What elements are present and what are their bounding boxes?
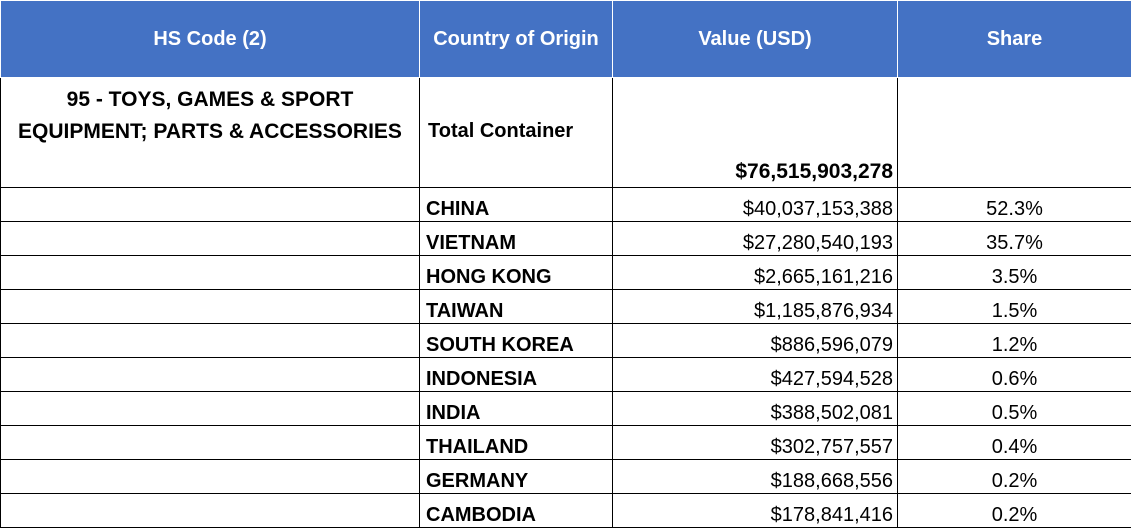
value-cell[interactable]: $1,185,876,934: [612, 289, 898, 324]
country-cell[interactable]: GERMANY: [419, 459, 613, 494]
share-cell[interactable]: 3.5%: [897, 255, 1131, 290]
value-cell[interactable]: $27,280,540,193: [612, 221, 898, 256]
share-cell[interactable]: 1.2%: [897, 323, 1131, 358]
value-cell[interactable]: $178,841,416: [612, 493, 898, 528]
value-cell[interactable]: $427,594,528: [612, 357, 898, 392]
table-row: VIETNAM $27,280,540,193 35.7%: [0, 221, 1131, 256]
table-row: THAILAND $302,757,557 0.4%: [0, 425, 1131, 460]
hs-code-empty-cell[interactable]: [0, 425, 420, 460]
share-cell[interactable]: 0.2%: [897, 459, 1131, 494]
table-row: TAIWAN $1,185,876,934 1.5%: [0, 289, 1131, 324]
table-row: INDONESIA $427,594,528 0.6%: [0, 357, 1131, 392]
share-cell[interactable]: 0.5%: [897, 391, 1131, 426]
country-cell[interactable]: VIETNAM: [419, 221, 613, 256]
hs-code-empty-cell[interactable]: [0, 187, 420, 222]
country-cell[interactable]: TAIWAN: [419, 289, 613, 324]
share-cell[interactable]: 0.2%: [897, 493, 1131, 528]
summary-row: 95 - TOYS, GAMES & SPORT EQUIPMENT; PART…: [0, 77, 1131, 188]
country-cell[interactable]: CHINA: [419, 187, 613, 222]
hs-code-empty-cell[interactable]: [0, 459, 420, 494]
total-container-value[interactable]: $76,515,903,278: [612, 77, 898, 188]
table-row: INDIA $388,502,081 0.5%: [0, 391, 1131, 426]
value-cell[interactable]: $302,757,557: [612, 425, 898, 460]
table-row: CAMBODIA $178,841,416 0.2%: [0, 493, 1131, 528]
header-hs-code[interactable]: HS Code (2): [0, 0, 420, 78]
header-country-of-origin[interactable]: Country of Origin: [419, 0, 613, 78]
share-cell[interactable]: 52.3%: [897, 187, 1131, 222]
header-share[interactable]: Share: [897, 0, 1131, 78]
hs-code-empty-cell[interactable]: [0, 289, 420, 324]
country-cell[interactable]: INDONESIA: [419, 357, 613, 392]
share-cell[interactable]: 1.5%: [897, 289, 1131, 324]
hs-code-empty-cell[interactable]: [0, 391, 420, 426]
value-cell[interactable]: $2,665,161,216: [612, 255, 898, 290]
share-cell[interactable]: 0.4%: [897, 425, 1131, 460]
country-cell[interactable]: SOUTH KOREA: [419, 323, 613, 358]
hs-code-empty-cell[interactable]: [0, 493, 420, 528]
total-container-share[interactable]: [897, 77, 1131, 188]
header-row: HS Code (2) Country of Origin Value (USD…: [0, 0, 1131, 78]
total-container-label[interactable]: Total Container: [419, 77, 613, 188]
hs-code-cell[interactable]: 95 - TOYS, GAMES & SPORT EQUIPMENT; PART…: [0, 77, 420, 188]
value-cell[interactable]: $40,037,153,388: [612, 187, 898, 222]
table-row: GERMANY $188,668,556 0.2%: [0, 459, 1131, 494]
hs-code-empty-cell[interactable]: [0, 255, 420, 290]
country-cell[interactable]: HONG KONG: [419, 255, 613, 290]
hs-code-empty-cell[interactable]: [0, 221, 420, 256]
header-value-usd[interactable]: Value (USD): [612, 0, 898, 78]
hs-code-empty-cell[interactable]: [0, 357, 420, 392]
country-cell[interactable]: INDIA: [419, 391, 613, 426]
country-cell[interactable]: THAILAND: [419, 425, 613, 460]
share-cell[interactable]: 35.7%: [897, 221, 1131, 256]
value-cell[interactable]: $188,668,556: [612, 459, 898, 494]
hs-code-empty-cell[interactable]: [0, 323, 420, 358]
table-row: HONG KONG $2,665,161,216 3.5%: [0, 255, 1131, 290]
share-cell[interactable]: 0.6%: [897, 357, 1131, 392]
table-row: CHINA $40,037,153,388 52.3%: [0, 187, 1131, 222]
country-cell[interactable]: CAMBODIA: [419, 493, 613, 528]
value-cell[interactable]: $388,502,081: [612, 391, 898, 426]
table-row: SOUTH KOREA $886,596,079 1.2%: [0, 323, 1131, 358]
value-cell[interactable]: $886,596,079: [612, 323, 898, 358]
